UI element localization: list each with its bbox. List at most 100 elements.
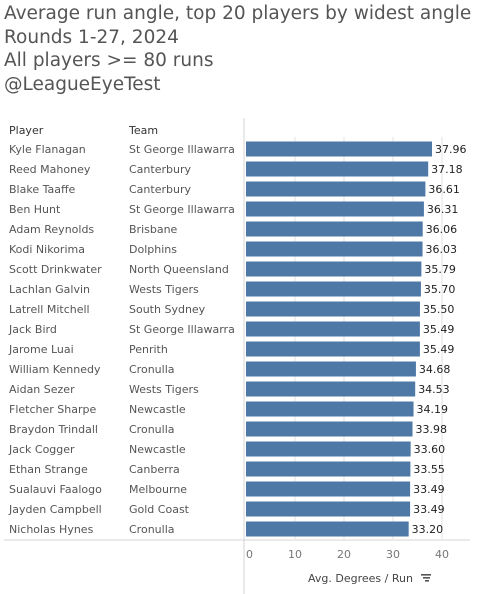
bar[interactable] (246, 461, 411, 477)
team-column-header[interactable]: Team (128, 124, 158, 137)
table-row[interactable]: Scott Drinkwater North Queensland 35.79 (9, 261, 456, 277)
team-name: St George Illawarra (129, 323, 235, 336)
data-label: 35.49 (423, 343, 455, 356)
bar[interactable] (246, 181, 426, 197)
bar[interactable] (246, 261, 422, 277)
gridlines (294, 137, 443, 539)
player-name: Kodi Nikorima (9, 243, 85, 256)
bar[interactable] (246, 241, 423, 257)
data-label: 36.03 (426, 243, 458, 256)
table-row[interactable]: Fletcher Sharpe Newcastle 34.19 (9, 401, 449, 417)
chart-title: Average run angle, top 20 players by wid… (4, 3, 472, 24)
bar[interactable] (246, 221, 423, 237)
data-label: 33.49 (413, 503, 445, 516)
table-row[interactable]: Sualauvi Faalogo Melbourne 33.49 (9, 481, 445, 497)
table-row[interactable]: Kodi Nikorima Dolphins 36.03 (9, 241, 458, 257)
team-name: Wests Tigers (129, 283, 199, 296)
team-name: Cronulla (129, 423, 175, 436)
data-label: 35.49 (423, 323, 455, 336)
data-label: 33.60 (414, 443, 446, 456)
bar[interactable] (246, 301, 420, 317)
data-label: 37.18 (431, 163, 463, 176)
table-row[interactable]: Aidan Sezer Wests Tigers 34.53 (9, 381, 450, 397)
table-row[interactable]: Jack Cogger Newcastle 33.60 (8, 441, 446, 457)
data-label: 33.98 (416, 423, 448, 436)
team-name: Canterbury (129, 163, 191, 176)
player-name: Lachlan Galvin (9, 283, 90, 296)
data-label: 33.20 (412, 523, 444, 536)
table-row[interactable]: Nicholas Hynes Cronulla 33.20 (9, 521, 444, 537)
team-name: Cronulla (129, 523, 175, 536)
table-row[interactable]: Blake Taaffe Canterbury 36.61 (9, 181, 460, 197)
player-name: Jack Bird (8, 323, 57, 336)
table-row[interactable]: Lachlan Galvin Wests Tigers 35.70 (9, 281, 456, 297)
data-label: 35.50 (423, 303, 455, 316)
bar[interactable] (246, 401, 414, 417)
data-label: 35.79 (424, 263, 456, 276)
player-column-header[interactable]: Player (9, 124, 44, 137)
team-name: Canberra (129, 463, 180, 476)
bar[interactable] (246, 281, 421, 297)
table-row[interactable]: Jarome Luai Penrith 35.49 (8, 341, 455, 357)
data-label: 33.49 (413, 483, 445, 496)
table-structure (4, 118, 470, 594)
player-name: Scott Drinkwater (9, 263, 102, 276)
x-axis-title: Avg. Degrees / Run (308, 572, 413, 585)
x-axis: 0 10 20 30 40 (246, 548, 449, 561)
player-name: William Kennedy (9, 363, 101, 376)
data-label: 36.06 (426, 223, 458, 236)
team-name: North Queensland (129, 263, 229, 276)
x-tick-label: 40 (435, 548, 449, 561)
player-name: Blake Taaffe (9, 183, 76, 196)
bar[interactable] (246, 381, 416, 397)
data-label: 35.70 (424, 283, 456, 296)
team-name: Penrith (129, 343, 168, 356)
x-tick-label: 30 (386, 548, 400, 561)
player-name: Reed Mahoney (9, 163, 91, 176)
table-row[interactable]: Ben Hunt St George Illawarra 36.31 (9, 201, 459, 217)
bar[interactable] (246, 341, 420, 357)
team-name: Wests Tigers (129, 383, 199, 396)
table-row[interactable]: William Kennedy Cronulla 34.68 (9, 361, 451, 377)
team-name: Canterbury (129, 183, 191, 196)
bar[interactable] (246, 521, 409, 537)
table-row[interactable]: Ethan Strange Canberra 33.55 (9, 461, 445, 477)
player-name: Fletcher Sharpe (9, 403, 96, 416)
table-row[interactable]: Kyle Flanagan St George Illawarra 37.96 (9, 141, 467, 157)
bar[interactable] (246, 161, 429, 177)
bar[interactable] (246, 141, 433, 157)
chart-subtitle-rounds: Rounds 1-27, 2024 (4, 26, 179, 48)
data-label: 33.55 (413, 463, 445, 476)
bar[interactable] (246, 321, 420, 337)
table-row[interactable]: Jayden Campbell Gold Coast 33.49 (8, 501, 445, 517)
data-label: 36.61 (428, 183, 460, 196)
bar[interactable] (246, 201, 424, 217)
data-label: 36.31 (427, 203, 459, 216)
bar[interactable] (246, 441, 411, 457)
table-row[interactable]: Jack Bird St George Illawarra 35.49 (8, 321, 455, 337)
player-name: Nicholas Hynes (9, 523, 94, 536)
bar[interactable] (246, 481, 411, 497)
table-row[interactable]: Braydon Trindall Cronulla 33.98 (9, 421, 448, 437)
data-label: 37.96 (435, 143, 467, 156)
player-name: Kyle Flanagan (9, 143, 86, 156)
bar[interactable] (246, 421, 413, 437)
player-name: Braydon Trindall (9, 423, 98, 436)
data-rows: Kyle Flanagan St George Illawarra 37.96 Ree… (8, 141, 467, 537)
player-name: Adam Reynolds (9, 223, 94, 236)
player-name: Ben Hunt (9, 203, 61, 216)
player-name: Latrell Mitchell (9, 303, 90, 316)
table-row[interactable]: Reed Mahoney Canterbury 37.18 (9, 161, 463, 177)
player-name: Jayden Campbell (8, 503, 102, 516)
player-name: Aidan Sezer (9, 383, 75, 396)
data-label: 34.68 (419, 363, 451, 376)
data-label: 34.19 (417, 403, 449, 416)
sort-descending-icon[interactable] (421, 574, 431, 582)
table-row[interactable]: Adam Reynolds Brisbane 36.06 (9, 221, 458, 237)
bar[interactable] (246, 361, 416, 377)
bar[interactable] (246, 501, 411, 517)
team-name: Cronulla (129, 363, 175, 376)
table-row[interactable]: Latrell Mitchell South Sydney 35.50 (9, 301, 455, 317)
chart-subtitle-filter: All players >= 80 runs (4, 50, 214, 71)
chart-author-handle: @LeagueEyeTest (4, 73, 161, 95)
